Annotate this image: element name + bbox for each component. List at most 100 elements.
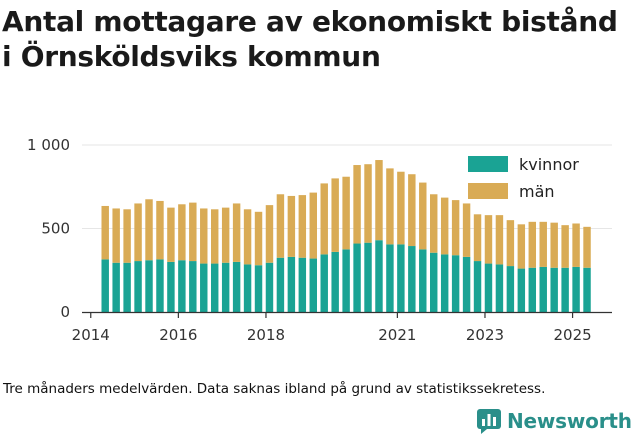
- bar-kvinnor: [495, 264, 504, 312]
- y-tick-label: 0: [60, 303, 70, 321]
- bar-kvinnor: [112, 262, 120, 312]
- bar-man: [397, 171, 405, 245]
- bar-kvinnor: [550, 267, 558, 312]
- bar-man: [243, 209, 252, 265]
- bar-kvinnor: [200, 263, 208, 312]
- bar-kvinnor: [561, 267, 569, 312]
- bar-man: [276, 194, 285, 258]
- bar-man: [539, 221, 547, 267]
- bar-kvinnor: [320, 254, 328, 312]
- bar-man: [134, 203, 142, 262]
- bar-man: [386, 168, 394, 245]
- bar-man: [561, 225, 569, 268]
- bar-kvinnor: [517, 268, 526, 312]
- bar-man: [189, 202, 197, 262]
- bar-kvinnor: [386, 244, 394, 312]
- bar-kvinnor: [331, 251, 339, 312]
- x-tick-label: 2021: [378, 326, 416, 344]
- bar-kvinnor: [430, 252, 438, 312]
- bar-man: [156, 200, 164, 260]
- legend-label-man: män: [519, 182, 555, 201]
- bar-kvinnor: [232, 261, 241, 312]
- bar-kvinnor: [408, 246, 416, 312]
- bar-kvinnor: [287, 256, 296, 312]
- bar-man: [495, 215, 504, 265]
- legend-swatch-kvinnor: [468, 156, 508, 172]
- bar-man: [145, 199, 153, 261]
- bar-kvinnor: [243, 264, 252, 312]
- bar-man: [572, 223, 580, 267]
- bar-kvinnor: [309, 258, 317, 312]
- bar-kvinnor: [375, 240, 383, 312]
- bar-man: [440, 197, 449, 255]
- bar-kvinnor: [419, 249, 427, 312]
- chart-title: Antal mottagare av ekonomiskt bistånd i …: [2, 4, 630, 74]
- bar-man: [265, 205, 274, 263]
- bar-man: [583, 226, 591, 268]
- bar-kvinnor: [451, 255, 460, 312]
- bar-man: [298, 195, 307, 258]
- bar-man: [309, 192, 317, 259]
- brand-name: Newsworthy: [507, 409, 631, 433]
- bar-man: [200, 208, 208, 264]
- bar-kvinnor: [189, 261, 197, 312]
- x-tick-label: 2016: [159, 326, 197, 344]
- bar-kvinnor: [353, 243, 361, 312]
- bar-man: [287, 195, 296, 257]
- bar-kvinnor: [364, 242, 372, 312]
- bar-kvinnor: [473, 261, 482, 312]
- bar-man: [430, 194, 438, 253]
- bar-kvinnor: [539, 266, 547, 312]
- bar-man: [353, 165, 361, 244]
- bar-kvinnor: [167, 261, 175, 312]
- bar-man: [550, 222, 558, 268]
- bar-kvinnor: [528, 267, 537, 312]
- x-tick-label: 2018: [247, 326, 285, 344]
- bar-man: [331, 178, 339, 252]
- bar-kvinnor: [123, 262, 131, 312]
- bar-man: [232, 203, 241, 262]
- x-tick-label: 2023: [466, 326, 504, 344]
- bar-kvinnor: [134, 261, 142, 312]
- bar-kvinnor: [484, 263, 493, 312]
- bar-kvinnor: [342, 249, 350, 312]
- bar-man: [221, 207, 230, 263]
- bar-man: [419, 182, 427, 250]
- bar-kvinnor: [156, 259, 164, 312]
- bar-man: [364, 164, 372, 243]
- bar-man: [451, 200, 460, 256]
- bar-kvinnor: [145, 260, 153, 312]
- y-tick-label: 500: [41, 220, 70, 238]
- x-tick-label: 2025: [553, 326, 591, 344]
- chart-footnote: Tre månaders medelvärden. Data saknas ib…: [3, 381, 546, 397]
- bar-kvinnor: [583, 267, 591, 312]
- y-tick-label: 1 000: [27, 136, 70, 154]
- bar-man: [123, 209, 131, 263]
- bar-man: [375, 160, 383, 241]
- bar-man: [178, 204, 186, 261]
- bar-man: [473, 214, 482, 262]
- brand-logo: Newsworthy: [476, 408, 631, 434]
- newsworthy-logo-icon: [477, 409, 501, 434]
- bar-man: [210, 209, 219, 264]
- bar-man: [167, 207, 175, 262]
- bar-kvinnor: [254, 265, 263, 312]
- bar-kvinnor: [210, 263, 219, 312]
- bar-kvinnor: [462, 256, 471, 312]
- bar-kvinnor: [506, 266, 515, 312]
- bar-kvinnor: [265, 262, 274, 312]
- bar-kvinnor: [221, 262, 230, 312]
- chart-title-line-1: Antal mottagare av ekonomiskt bistånd: [2, 5, 618, 38]
- bar-man: [408, 174, 416, 247]
- bar-man: [517, 224, 526, 269]
- bar-man: [254, 211, 263, 266]
- bar-kvinnor: [440, 254, 449, 312]
- bar-man: [320, 183, 328, 255]
- stacked-bar-chart: 0 500 1 000 2014 2016 2018 2021 2023 2025 kvinnor…: [27, 136, 612, 344]
- legend-label-kvinnor: kvinnor: [519, 155, 579, 174]
- bar-man: [342, 176, 350, 250]
- x-tick-label: 2014: [72, 326, 110, 344]
- legend-swatch-man: [468, 183, 508, 199]
- bar-kvinnor: [572, 266, 580, 312]
- bar-man: [484, 215, 493, 264]
